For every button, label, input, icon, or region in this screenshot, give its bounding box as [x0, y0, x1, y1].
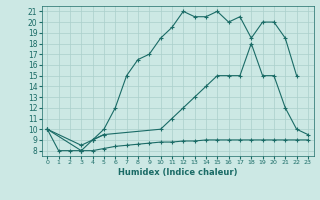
X-axis label: Humidex (Indice chaleur): Humidex (Indice chaleur)	[118, 168, 237, 177]
